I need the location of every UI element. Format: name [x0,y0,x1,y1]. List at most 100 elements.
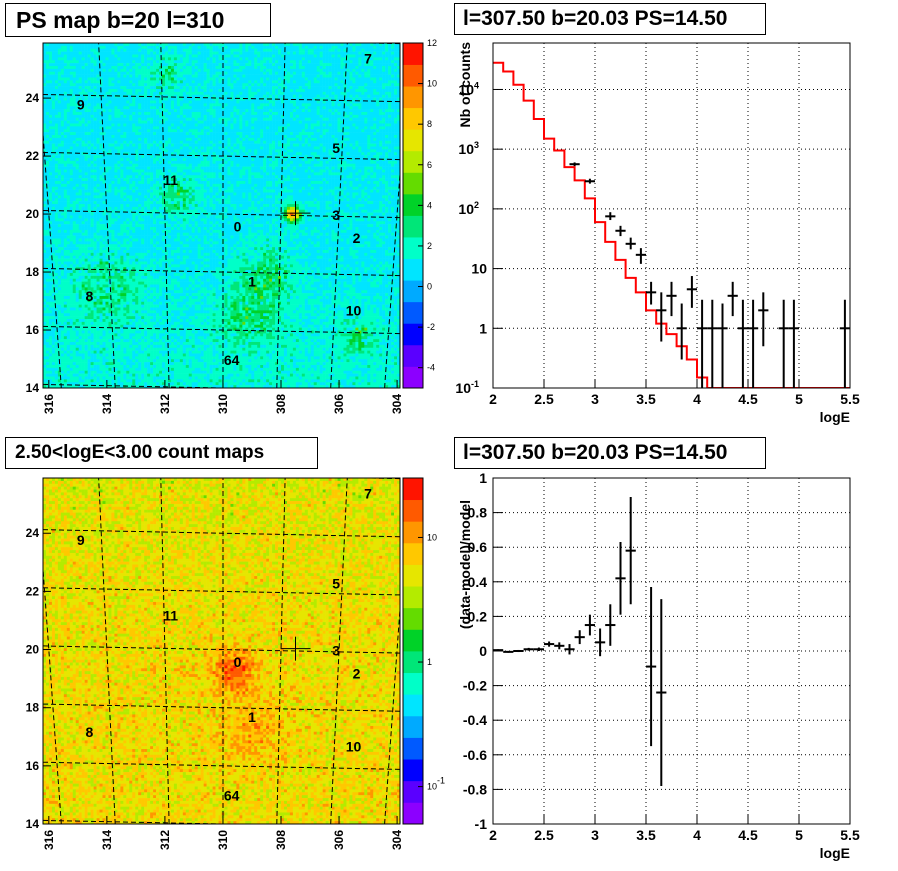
map-cell [57,106,62,110]
map-cell [281,77,285,81]
map-cell [162,77,166,81]
map-cell [111,74,115,78]
map-cell [170,137,175,142]
map-cell [129,94,133,98]
map-cell [191,63,196,67]
map-cell [78,45,82,50]
map-cell [182,60,187,64]
map-cell [123,114,127,119]
map-cell [215,97,219,101]
map-cell [292,123,297,127]
map-cell [209,129,213,133]
map-cell [203,106,207,110]
map-cell [328,51,332,55]
map-cell [167,155,172,159]
map-cell [292,106,297,110]
map-cell [283,48,288,52]
map-cell [281,51,285,55]
map-cell [75,71,79,75]
map-cell [123,45,127,50]
map-cell [379,91,383,96]
map-cell [162,97,166,101]
map-cell [316,103,320,107]
map-cell [382,114,386,119]
map-cell [275,112,279,116]
map-cell [397,45,400,50]
map-cell [304,80,309,84]
map-cell [227,126,231,130]
map-cell [63,123,68,127]
map-cell [215,112,219,116]
map-cell [361,158,365,162]
map-cell [51,152,56,156]
map-cell [275,126,279,130]
map-cell [367,91,371,96]
map-cell [340,140,344,144]
map-cell [334,83,338,87]
map-cell [102,86,106,90]
map-cell [164,160,169,165]
map-cell [334,123,338,127]
map-cell [132,66,136,70]
map-cell [170,112,175,116]
map-cell [266,43,270,47]
map-cell [185,43,190,47]
map-cell [251,146,255,150]
map-cell [373,140,377,144]
map-cell [322,57,326,61]
map-cell [78,48,82,52]
map-cell [66,129,71,133]
map-cell [248,100,252,104]
map-cell [361,100,365,104]
map-cell [385,158,389,162]
map-cell [376,60,380,64]
map-cell [156,126,160,130]
map-cell [233,106,237,110]
map-cell [179,132,184,136]
map-cell [102,60,106,64]
map-cell [358,71,362,75]
map-cell [376,86,380,90]
map-cell [224,155,228,159]
map-cell [313,74,317,78]
map-cell [120,135,124,139]
map-cell [275,106,279,110]
map-cell [260,152,264,156]
map-cell [331,45,335,50]
map-cell [60,140,65,144]
map-cell [194,123,198,127]
map-cell [254,109,258,113]
map-cell [87,83,91,87]
map-cell [144,60,148,64]
map-cell [87,71,91,75]
map-cell [251,109,255,113]
map-cell [319,66,323,70]
map-cell [346,129,350,133]
map-cell [141,155,145,159]
map-cell [117,117,121,121]
map-cell [364,100,368,104]
map-cell [254,117,258,121]
map-cell [209,63,213,67]
map-cell [69,89,74,93]
map-cell [328,94,332,98]
map-cell [132,137,136,142]
map-cell [269,60,273,64]
map-cell [179,149,184,153]
map-cell [75,152,79,156]
map-cell [144,106,148,110]
map-cell [162,45,166,50]
map-cell [105,114,109,119]
map-cell [349,77,353,81]
map-cell [382,91,386,96]
map-cell [379,126,383,130]
map-cell [87,109,91,113]
map-cell [72,140,77,144]
map-cell [307,43,312,47]
map-cell [120,97,124,101]
map-cell [75,94,79,98]
map-cell [45,51,50,55]
map-cell [191,137,196,142]
map-cell [129,149,133,153]
map-cell [281,45,285,50]
